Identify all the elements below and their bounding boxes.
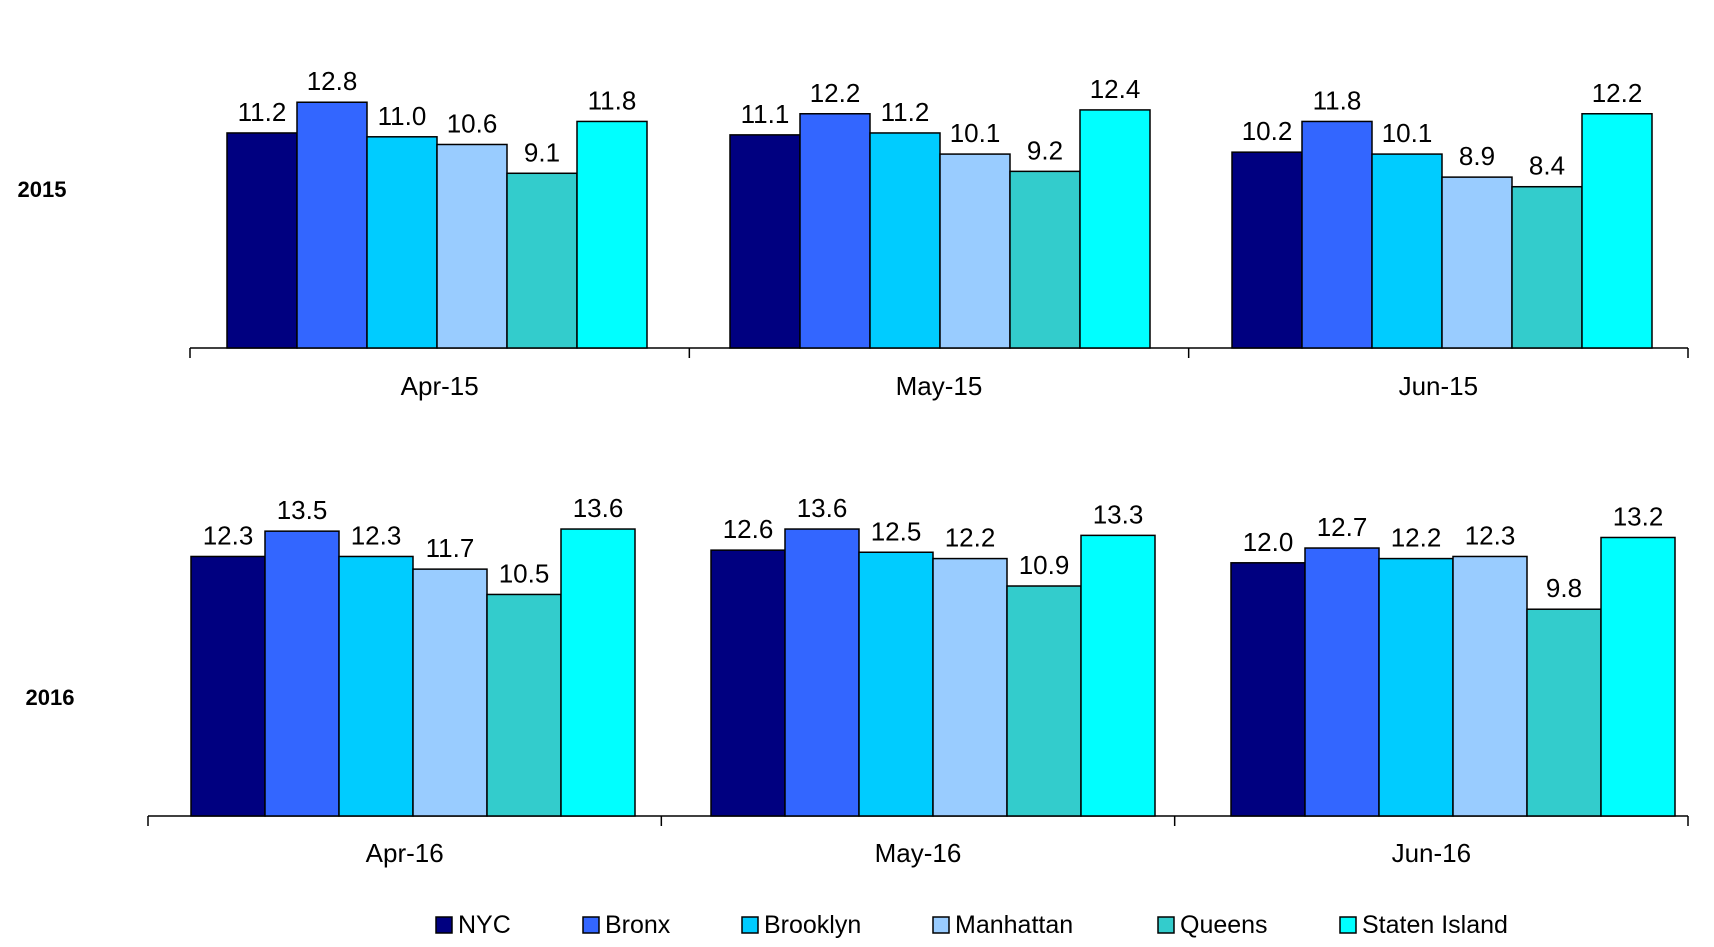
legend-swatch-manhattan (932, 916, 950, 934)
value-label-may-16-queens: 10.9 (1019, 550, 1070, 580)
bar-apr-15-staten-island (576, 120, 648, 349)
bar-apr-16-brooklyn (338, 555, 414, 817)
bar-apr-15-queens (506, 172, 578, 349)
value-label-jun-16-brooklyn: 12.2 (1391, 523, 1442, 553)
bar-may-16-staten-island (1080, 534, 1156, 817)
bar-may-15-brooklyn (869, 132, 941, 349)
value-label-apr-16-bronx: 13.5 (277, 495, 328, 525)
value-label-jun-15-manhattan: 8.9 (1459, 141, 1495, 171)
legend-swatch-nyc (435, 916, 453, 934)
value-label-may-15-brooklyn: 11.2 (881, 97, 930, 127)
bar-jun-15-bronx (1301, 120, 1373, 349)
category-label-jun-16: Jun-16 (1392, 838, 1472, 868)
category-label-jun-15: Jun-15 (1399, 371, 1479, 401)
value-label-jun-15-bronx: 11.8 (1313, 85, 1362, 115)
bar-jun-15-staten-island (1581, 113, 1653, 349)
legend-label-staten-island: Staten Island (1362, 911, 1508, 939)
legend-label-nyc: NYC (458, 911, 511, 939)
bar-may-15-nyc (729, 134, 801, 349)
value-label-may-15-staten-island: 12.4 (1090, 74, 1141, 104)
bar-may-16-bronx (784, 528, 860, 817)
bar-apr-15-bronx (296, 101, 368, 349)
bar-apr-15-brooklyn (366, 136, 438, 349)
bar-may-15-staten-island (1079, 109, 1151, 349)
row-label-2016: 2016 (26, 685, 75, 710)
bar-may-16-manhattan (932, 557, 1008, 817)
legend-swatch-queens (1157, 916, 1175, 934)
bar-apr-15-nyc (226, 132, 298, 349)
value-label-may-16-bronx: 13.6 (797, 493, 848, 523)
value-label-may-15-queens: 9.2 (1027, 135, 1063, 165)
value-label-jun-16-manhattan: 12.3 (1465, 520, 1516, 550)
value-label-may-16-staten-island: 13.3 (1093, 499, 1144, 529)
panel-2015: 2015 11.2 12.8 11.0 10.6 9.1 11.8 Apr-15 11.1 12.… (18, 66, 1689, 401)
value-label-may-16-nyc: 12.6 (723, 514, 774, 544)
value-label-jun-15-staten-island: 12.2 (1592, 78, 1643, 108)
value-label-apr-15-nyc: 11.2 (238, 97, 287, 127)
bar-jun-16-nyc (1230, 562, 1306, 817)
value-label-jun-16-bronx: 12.7 (1317, 512, 1368, 542)
value-label-jun-16-staten-island: 13.2 (1613, 501, 1664, 531)
value-label-apr-15-bronx: 12.8 (307, 66, 358, 96)
row-label-2015: 2015 (18, 177, 67, 202)
bar-jun-15-queens (1511, 185, 1583, 349)
value-label-may-15-nyc: 11.1 (741, 99, 790, 129)
value-label-apr-15-queens: 9.1 (524, 137, 560, 167)
bar-apr-15-manhattan (436, 143, 508, 349)
bar-may-16-queens (1006, 585, 1082, 817)
bar-apr-16-nyc (190, 555, 266, 817)
bar-jun-16-queens (1526, 608, 1602, 817)
bar-jun-16-bronx (1304, 547, 1380, 817)
category-label-may-16: May-16 (875, 838, 962, 868)
bar-apr-16-bronx (264, 530, 340, 817)
value-label-jun-15-brooklyn: 10.1 (1382, 118, 1433, 148)
legend-swatch-bronx (582, 916, 600, 934)
bar-may-15-manhattan (939, 153, 1011, 349)
bar-jun-16-manhattan (1452, 555, 1528, 817)
value-label-jun-16-nyc: 12.0 (1243, 527, 1294, 557)
bar-jun-15-nyc (1231, 151, 1303, 349)
value-label-apr-15-staten-island: 11.8 (588, 85, 637, 115)
bar-apr-16-staten-island (560, 528, 636, 817)
bar-may-16-brooklyn (858, 551, 934, 817)
bar-jun-15-manhattan (1441, 176, 1513, 349)
value-label-apr-15-brooklyn: 11.0 (378, 101, 427, 131)
value-label-may-16-brooklyn: 12.5 (871, 516, 922, 546)
value-label-apr-16-manhattan: 11.7 (426, 533, 475, 563)
category-label-may-15: May-15 (896, 371, 983, 401)
bar-apr-16-manhattan (412, 568, 488, 817)
legend: NYC Bronx Brooklyn Manhattan Queens Staten Is… (435, 911, 1508, 939)
value-label-may-16-manhattan: 12.2 (945, 523, 996, 553)
value-label-may-15-manhattan: 10.1 (950, 118, 1001, 148)
value-label-apr-16-queens: 10.5 (499, 558, 550, 588)
panel-2016: 2016 12.3 13.5 12.3 11.7 10.5 13.6 Apr-16 12.6 13… (26, 493, 1689, 868)
bar-may-15-queens (1009, 170, 1081, 349)
value-label-apr-15-manhattan: 10.6 (447, 108, 498, 138)
legend-label-bronx: Bronx (605, 911, 671, 939)
legend-swatch-brooklyn (741, 916, 759, 934)
bar-jun-16-brooklyn (1378, 557, 1454, 817)
legend-swatch-staten-island (1339, 916, 1357, 934)
category-label-apr-16: Apr-16 (366, 838, 444, 868)
bar-jun-16-staten-island (1600, 536, 1676, 817)
category-label-apr-15: Apr-15 (401, 371, 479, 401)
legend-label-brooklyn: Brooklyn (764, 911, 861, 939)
value-label-apr-16-nyc: 12.3 (203, 520, 254, 550)
value-label-jun-15-queens: 8.4 (1529, 151, 1565, 181)
value-label-jun-15-nyc: 10.2 (1242, 116, 1293, 146)
bar-jun-15-brooklyn (1371, 153, 1443, 349)
value-label-apr-16-staten-island: 13.6 (573, 493, 624, 523)
bar-may-16-nyc (710, 549, 786, 817)
legend-label-queens: Queens (1180, 911, 1268, 939)
legend-label-manhattan: Manhattan (955, 911, 1073, 939)
value-label-jun-16-queens: 9.8 (1546, 573, 1582, 603)
bar-may-15-bronx (799, 113, 871, 349)
value-label-apr-16-brooklyn: 12.3 (351, 520, 402, 550)
bar-apr-16-queens (486, 593, 562, 817)
value-label-may-15-bronx: 12.2 (810, 78, 861, 108)
